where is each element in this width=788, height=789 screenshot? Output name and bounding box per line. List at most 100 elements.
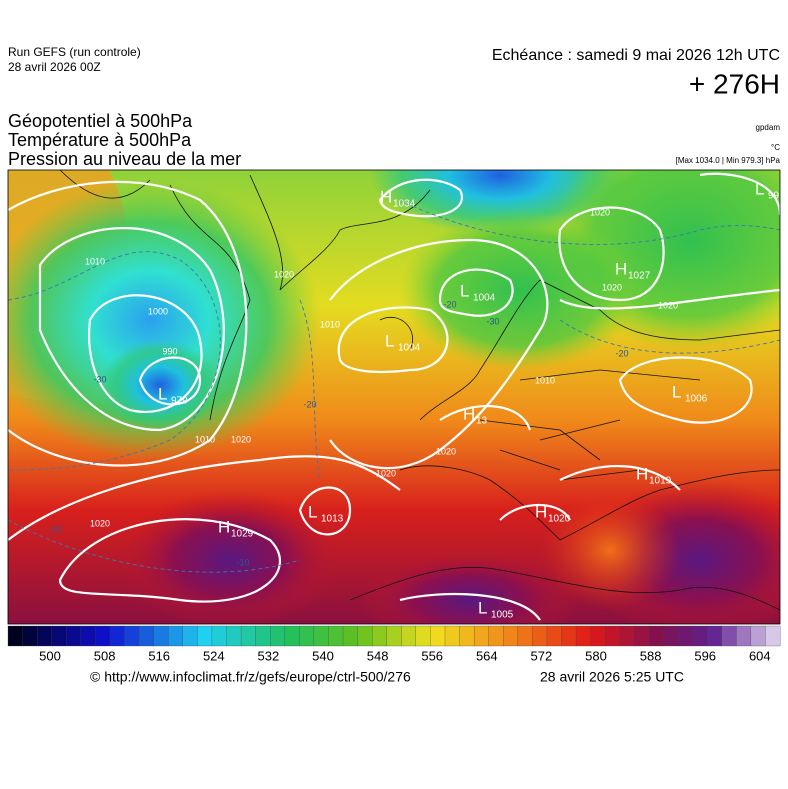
isobar-label: 1020	[274, 269, 294, 279]
colorbar-swatch	[153, 625, 169, 647]
isobar-label: 1020	[590, 207, 610, 217]
isobar-label: 1020	[602, 282, 622, 292]
colorbar-swatch	[663, 625, 679, 647]
colorbar-swatch	[692, 625, 708, 647]
isotherm-label: -20	[615, 348, 628, 358]
footer-source: © http://www.infoclimat.fr/z/gefs/europe…	[90, 669, 411, 685]
colorbar-swatch	[51, 625, 67, 647]
unit-label: °C	[771, 143, 780, 152]
center-letter: L	[755, 179, 764, 198]
colorbar-swatch	[517, 625, 533, 647]
colorbar-swatch	[124, 625, 140, 647]
colorbar-swatch	[372, 625, 388, 647]
isobar-label: 1010	[320, 319, 340, 329]
colorbar-swatch	[619, 625, 635, 647]
colorbar-swatch	[284, 625, 300, 647]
colorbar-swatch	[36, 625, 53, 647]
colorbar-swatch	[386, 625, 402, 647]
isotherm-label: -10	[236, 557, 249, 567]
colorbar-swatch	[197, 625, 213, 647]
colorbar-swatch	[430, 625, 446, 647]
isobar-label: 1010	[535, 375, 555, 385]
colorbar-swatch	[240, 625, 257, 647]
colorbar-swatch	[444, 625, 460, 647]
colorbar-swatch	[168, 625, 184, 647]
colorbar-swatch	[211, 625, 227, 647]
colorbar-swatch	[561, 625, 577, 647]
colorbar-swatch	[736, 625, 752, 647]
lead-time: + 276H	[689, 68, 780, 99]
colorbar-label: 508	[94, 648, 116, 663]
colorbar-label: 500	[39, 648, 61, 663]
isobar-label: 1020	[376, 468, 396, 478]
center-value: 1005	[491, 610, 514, 621]
colorbar-label: 524	[203, 648, 225, 663]
center-value: 1020	[548, 514, 571, 525]
echeance: Echéance : samedi 9 mai 2026 12h UTC	[492, 47, 780, 64]
colorbar-swatch	[255, 625, 271, 647]
colorbar-swatch	[415, 625, 431, 647]
colorbar-swatch	[488, 625, 504, 647]
field-label: Pression au niveau de la mer	[8, 149, 241, 169]
isobar-label: 1020	[231, 434, 251, 444]
center-letter: H	[636, 464, 648, 483]
colorbar-swatch	[677, 625, 694, 647]
unit-label: [Max 1034.0 | Min 979.3] hPa	[676, 156, 781, 165]
colorbar-swatch	[401, 625, 417, 647]
center-letter: H	[380, 187, 392, 206]
field-label: Géopotentiel à 500hPa	[8, 111, 193, 131]
field-label: Température à 500hPa	[8, 130, 192, 150]
center-value: 1004	[473, 293, 496, 304]
colorbar-swatch	[138, 625, 155, 647]
colorbar-swatch	[109, 625, 125, 647]
colorbar-label: 532	[258, 648, 280, 663]
center-letter: L	[672, 382, 681, 401]
center-letter: L	[308, 502, 317, 521]
isobar-label: 1020	[436, 446, 456, 456]
center-letter: L	[478, 598, 487, 617]
colorbar-swatch	[459, 625, 475, 647]
isobar-label: 1020	[658, 300, 678, 310]
colorbar-swatch	[22, 625, 38, 647]
coastlines	[59, 170, 780, 611]
colorbar-label: 572	[531, 648, 553, 663]
isobars	[8, 172, 780, 621]
center-value: 1004	[398, 343, 421, 354]
center-value: 1019	[649, 476, 672, 487]
colorbar-label: 548	[367, 648, 389, 663]
run-date: 28 avril 2026 00Z	[8, 60, 101, 74]
center-letter: L	[385, 331, 394, 350]
isotherms	[8, 199, 780, 573]
colorbar-label: 564	[476, 648, 498, 663]
isotherm-label: -30	[93, 374, 106, 384]
colorbar-swatch	[503, 625, 519, 647]
colorbar-swatch	[66, 625, 82, 647]
center-value: 99	[768, 191, 780, 202]
colorbar-label: 556	[421, 648, 443, 663]
center-value: 1013	[321, 514, 344, 525]
colorbar-swatch	[7, 625, 24, 647]
colorbar-swatch	[707, 625, 723, 647]
colorbar-label: 588	[640, 648, 662, 663]
colorbar-swatch	[226, 625, 242, 647]
colorbar-swatch	[648, 625, 664, 647]
colorbar-label: 596	[694, 648, 716, 663]
colorbar-swatch	[270, 625, 286, 647]
isotherm-label: -10	[48, 524, 61, 534]
center-value: 979	[171, 396, 188, 407]
colorbar-swatch	[328, 625, 344, 647]
colorbar-label: 516	[148, 648, 170, 663]
colorbar-swatch	[765, 625, 781, 647]
isobar-label: 1010	[195, 434, 215, 444]
center-letter: H	[463, 404, 475, 423]
center-value: 1027	[628, 271, 651, 282]
colorbar-swatch	[342, 625, 359, 647]
center-letter: H	[615, 259, 627, 278]
footer-time: 28 avril 2026 5:25 UTC	[540, 669, 684, 685]
isobar-label: 1020	[90, 518, 110, 528]
colorbar-swatch	[313, 625, 329, 647]
isobar-label: 1000	[148, 306, 168, 316]
isotherm-label: -30	[486, 316, 499, 326]
